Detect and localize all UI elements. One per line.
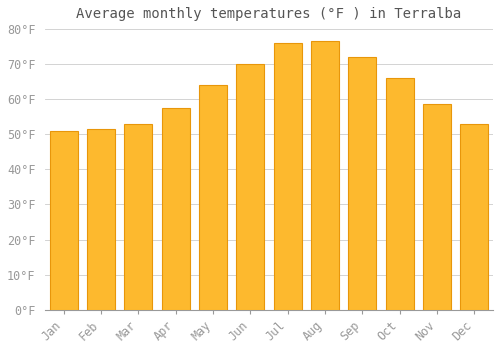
Bar <box>386 78 413 310</box>
Title: Average monthly temperatures (°F ) in Terralba: Average monthly temperatures (°F ) in Te… <box>76 7 462 21</box>
Bar <box>199 85 227 310</box>
Bar <box>460 124 488 310</box>
Bar <box>162 108 190 310</box>
Bar <box>311 41 339 310</box>
Bar <box>50 131 78 310</box>
Bar <box>87 129 115 310</box>
Bar <box>236 64 264 310</box>
Bar <box>124 124 152 310</box>
Bar <box>348 57 376 310</box>
Bar <box>423 105 451 310</box>
Bar <box>274 43 302 310</box>
